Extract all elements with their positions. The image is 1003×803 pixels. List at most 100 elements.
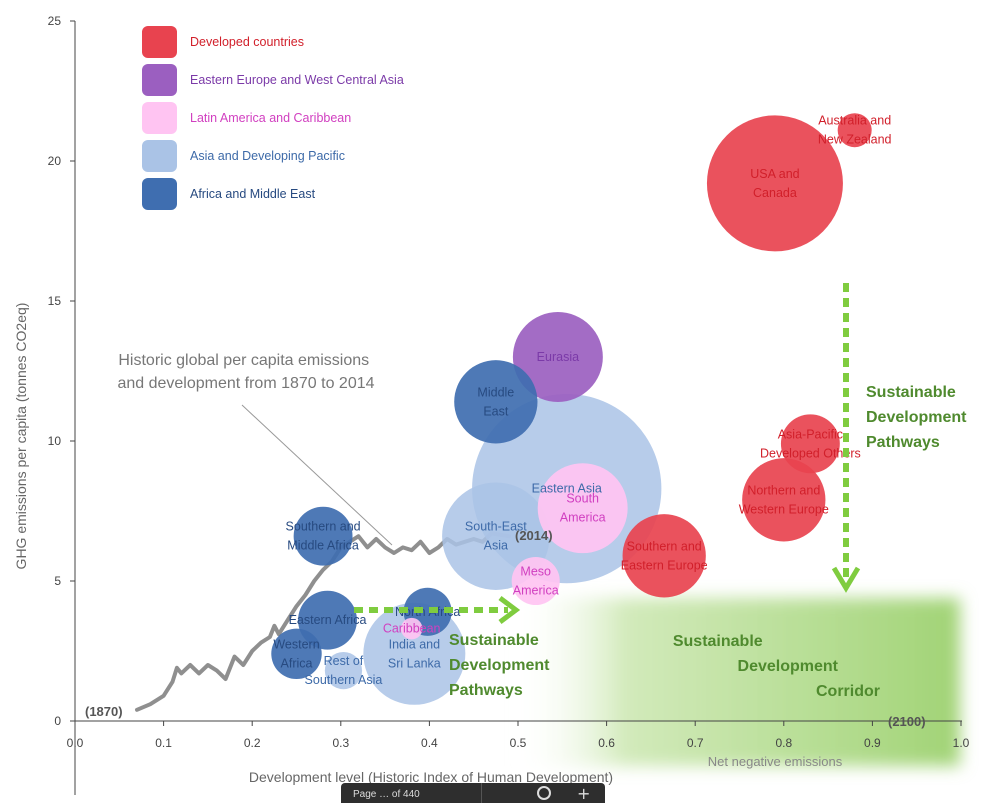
bubble-label-line: Canada bbox=[753, 186, 797, 200]
legend-label: Developed countries bbox=[190, 35, 304, 49]
bubble-label: Southern and Middle Africa bbox=[286, 520, 361, 553]
bubble bbox=[271, 628, 322, 680]
bubble-label-line: Eastern Asia bbox=[532, 482, 602, 496]
historic-note: Historic global per capita emissions and… bbox=[117, 352, 374, 392]
legend-label: Latin America and Caribbean bbox=[190, 111, 351, 125]
bubble-label-line: Eurasia bbox=[537, 350, 579, 364]
net-negative-label: Net negative emissions bbox=[708, 754, 843, 769]
bubble-label-line: Africa bbox=[281, 656, 313, 670]
x-tick-label: 0.6 bbox=[598, 736, 615, 750]
page-indicator: Page … of 440 bbox=[353, 789, 420, 800]
bubble-label: India and Sri Lanka bbox=[388, 637, 441, 670]
bubble bbox=[400, 617, 423, 640]
bubble bbox=[324, 651, 363, 690]
x-tick-label: 0.5 bbox=[510, 736, 527, 750]
legend-label: Eastern Europe and West Central Asia bbox=[190, 73, 404, 87]
pathways-horizontal-label: Sustainable Development Pathways bbox=[449, 632, 554, 699]
x-tick-label: 0.1 bbox=[155, 736, 172, 750]
zoom-in-icon[interactable]: + bbox=[577, 784, 591, 803]
x-tick-label: 0.7 bbox=[687, 736, 704, 750]
bubble-label-line: Eastern Africa bbox=[289, 613, 367, 627]
bubble-label: Asia-Pacific Developed Others bbox=[760, 427, 861, 460]
bubble bbox=[622, 514, 706, 598]
legend-swatch bbox=[142, 26, 177, 58]
bubble-label-line: India and bbox=[389, 637, 440, 651]
bubble-label: Rest of Southern Asia bbox=[305, 654, 383, 687]
bubble-label: South-East Asia bbox=[465, 520, 527, 553]
pathways-vertical-label: Sustainable Development Pathways bbox=[866, 384, 971, 451]
x-tick-label: 0.2 bbox=[244, 736, 261, 750]
bubble-label-line: North Africa bbox=[395, 605, 460, 619]
bubble-label: Caribbean bbox=[383, 622, 441, 636]
bubble-label-line: New Zealand bbox=[818, 133, 892, 147]
start-year-label: (1870) bbox=[85, 704, 123, 719]
x-tick-label: 0.8 bbox=[775, 736, 792, 750]
bubble-label: Eurasia bbox=[537, 350, 579, 364]
x-tick-label: 0.9 bbox=[864, 736, 881, 750]
bubble-label-line: Southern and bbox=[627, 539, 702, 553]
bubble bbox=[837, 113, 872, 148]
bubble-label-line: South-East bbox=[465, 520, 527, 534]
bubble-label-line: USA and bbox=[750, 167, 799, 181]
bubble-label-line: East bbox=[483, 404, 509, 418]
bubble bbox=[511, 556, 560, 606]
bubble-label-line: Southern and bbox=[286, 520, 361, 534]
bubble-label-line: Asia-Pacific bbox=[778, 427, 843, 441]
historic-note-leader bbox=[241, 404, 393, 546]
future-year-label: (2100) bbox=[888, 714, 926, 729]
bubble-label-line: Australia and bbox=[818, 114, 891, 128]
bubble bbox=[454, 360, 538, 444]
bubble-label: Southern and Eastern Europe bbox=[621, 539, 708, 572]
bubble-label: Western Africa bbox=[273, 637, 319, 670]
pdf-viewer-toolbar: Page … of 440 + bbox=[341, 783, 605, 803]
bubble-label-line: Rest of bbox=[324, 654, 364, 668]
bubble-label: Middle East bbox=[477, 385, 514, 418]
y-tick-label: 5 bbox=[54, 574, 61, 588]
legend-swatch bbox=[142, 178, 177, 210]
bubble-label-line: Northern and bbox=[747, 483, 820, 497]
bubble-label-line: South bbox=[566, 492, 599, 506]
bubble-label-line: Meso bbox=[520, 565, 551, 579]
vertical-pathway-arrow bbox=[831, 283, 861, 593]
bubble-label-line: Western Europe bbox=[739, 502, 829, 516]
bubble-label: Eastern Asia bbox=[532, 482, 602, 496]
y-tick-labels: 0 5 10 15 20 25 bbox=[48, 14, 75, 728]
y-tick-label: 0 bbox=[54, 714, 61, 728]
y-tick-label: 15 bbox=[48, 294, 62, 308]
bubble bbox=[742, 458, 826, 542]
legend: Developed countries Eastern Europe and We… bbox=[142, 26, 404, 210]
bubble-label-line: Asia bbox=[484, 539, 508, 553]
bubble-label-line: Sri Lanka bbox=[388, 656, 441, 670]
x-tick-labels: 0.0 0.1 0.2 0.3 0.4 0.5 0.6 0.7 0.8 0.9 1.0 bbox=[67, 721, 970, 750]
historic-emissions-line bbox=[135, 531, 512, 712]
toolbar-divider bbox=[481, 783, 482, 803]
bubble-label: USA and Canada bbox=[750, 167, 799, 200]
legend-swatch bbox=[142, 64, 177, 96]
y-axis-title: GHG emissions per capita (tonnes CO2eq) bbox=[13, 303, 29, 570]
bubble-label-line: Middle bbox=[477, 385, 514, 399]
axes: 0.0 0.1 0.2 0.3 0.4 0.5 0.6 0.7 0.8 0.9 1.0 0 5 10 15… bbox=[13, 14, 970, 795]
x-tick-label: 0.0 bbox=[67, 736, 84, 750]
bubble-label: Australia and New Zealand bbox=[818, 114, 892, 147]
bubble-label-line: Caribbean bbox=[383, 622, 441, 636]
legend-label: Asia and Developing Pacific bbox=[190, 149, 345, 163]
bubble-label-line: Western bbox=[273, 637, 319, 651]
bubble-label-line: America bbox=[560, 511, 606, 525]
bubble-label: South America bbox=[560, 492, 606, 525]
x-axis-title: Development level (Historic Index of Hum… bbox=[249, 769, 613, 785]
bubble-label: Northern and Western Europe bbox=[739, 483, 829, 516]
bubble-label-line: America bbox=[513, 584, 559, 598]
bubbles: Australia and New Zealand USA and Canada Asi… bbox=[271, 113, 892, 705]
bubble bbox=[512, 312, 603, 402]
bubble-label: North Africa bbox=[395, 605, 460, 619]
zoom-icon[interactable] bbox=[537, 786, 551, 800]
corridor-label: Sustainable Development Corridor bbox=[673, 633, 880, 700]
corridor-area bbox=[515, 598, 960, 766]
bubble-label-line: Middle Africa bbox=[287, 539, 359, 553]
bubble-label-line: Eastern Europe bbox=[621, 558, 708, 572]
horizontal-pathway-arrow bbox=[354, 596, 521, 624]
legend-swatch bbox=[142, 140, 177, 172]
bubble-label: Eastern Africa bbox=[289, 613, 367, 627]
legend-label: Africa and Middle East bbox=[190, 187, 316, 201]
